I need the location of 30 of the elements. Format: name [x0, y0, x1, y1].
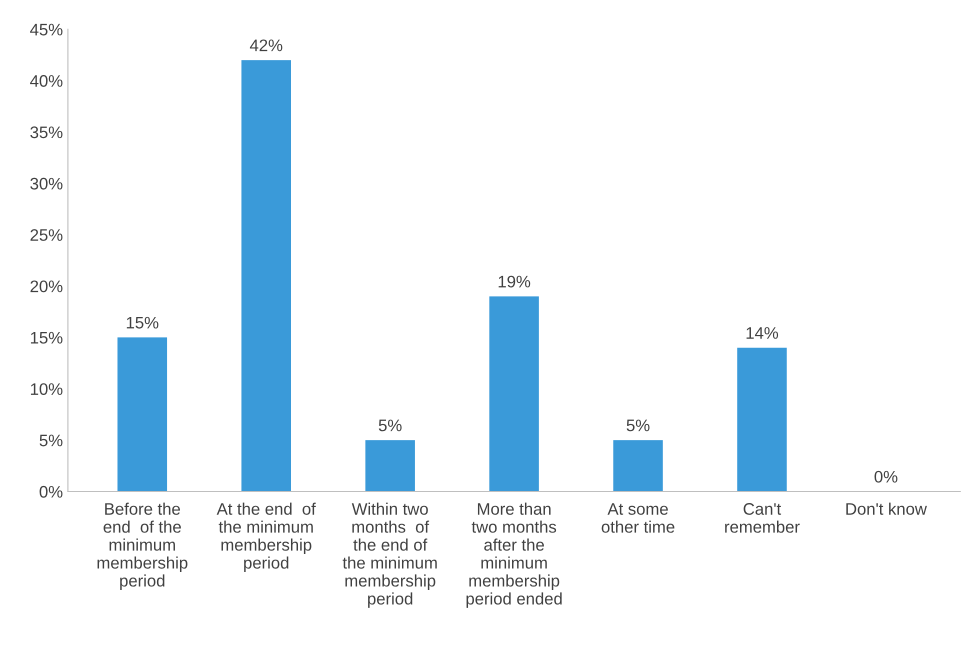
y-tick-label: 20%: [30, 280, 62, 292]
y-tick-label: 15%: [30, 332, 62, 344]
data-label: 14%: [746, 327, 778, 339]
x-tick-label: Within two months of the end of the minimum membership period: [342, 502, 437, 608]
y-tick-label: 40%: [30, 75, 62, 87]
y-tick-label: 5%: [40, 434, 62, 446]
bar: [241, 60, 291, 492]
data-label: 5%: [626, 420, 650, 432]
x-tick-label: At some other time: [602, 503, 674, 533]
bar: [365, 440, 415, 492]
bar: [489, 296, 539, 492]
bar: [613, 440, 663, 492]
data-label: 0%: [874, 470, 898, 483]
bar: [117, 337, 168, 492]
data-label: 19%: [498, 276, 530, 288]
y-tick-label: 25%: [30, 229, 62, 241]
x-tick-label: More than two months after the minimum membership period ended: [466, 502, 562, 608]
data-label: 15%: [126, 316, 158, 329]
y-tick-label: 45%: [30, 24, 62, 36]
y-tick-label: 10%: [30, 383, 62, 395]
x-tick-label: Can't remember: [725, 503, 800, 533]
y-tick-label: 30%: [30, 178, 62, 190]
x-tick-label: Before the end of the minimum membership period: [98, 502, 188, 590]
bar: [737, 348, 787, 492]
x-tick-label: Don't know: [846, 502, 927, 515]
y-tick-label: 35%: [30, 126, 62, 138]
y-tick-label: 0%: [40, 486, 62, 498]
data-label: 42%: [250, 39, 282, 52]
data-label: 5%: [378, 420, 402, 432]
x-tick-label: At the end of the minimum membership period: [216, 502, 316, 572]
